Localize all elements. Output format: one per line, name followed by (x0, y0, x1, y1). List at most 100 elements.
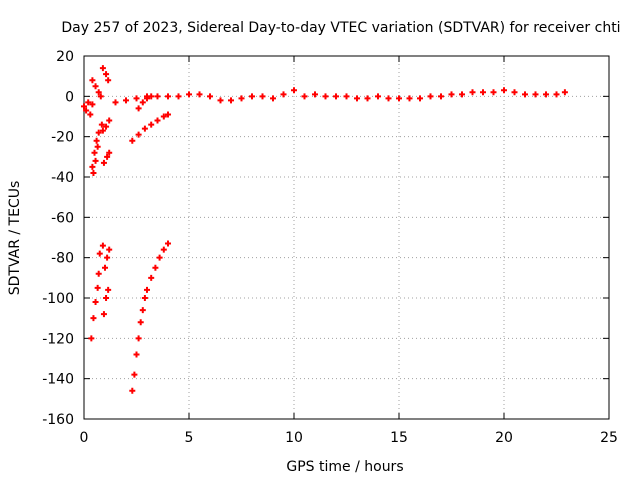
data-point (104, 153, 111, 160)
data-point (165, 240, 171, 247)
y-tick-label: -40 (51, 170, 74, 186)
data-point (186, 91, 192, 98)
y-axis-label: SDTVAR / TECUs (7, 181, 23, 296)
x-tick-label: 15 (390, 430, 408, 446)
y-tick-label: -120 (42, 331, 74, 347)
data-point (99, 242, 106, 249)
data-point (94, 284, 101, 291)
data-point (87, 111, 94, 118)
data-point (95, 89, 102, 96)
data-point (511, 89, 518, 96)
data-point (95, 129, 102, 136)
data-point (93, 137, 100, 144)
data-point (92, 299, 99, 306)
data-point (133, 351, 140, 358)
data-point (543, 91, 549, 98)
data-point (249, 93, 255, 100)
data-point (103, 295, 110, 301)
data-point (89, 163, 96, 170)
data-point (103, 71, 110, 78)
data-point (144, 286, 150, 293)
data-point (106, 246, 113, 253)
x-tick-label: 10 (285, 430, 303, 446)
data-point (85, 99, 92, 106)
data-point (139, 99, 146, 106)
data-point (154, 117, 161, 124)
data-point (141, 125, 148, 132)
data-point (469, 89, 476, 96)
data-point (448, 91, 455, 98)
data-point (89, 101, 96, 108)
data-point (160, 246, 167, 253)
x-axis-label: GPS time / hours (286, 459, 403, 475)
data-point (90, 169, 97, 176)
data-point (81, 103, 87, 110)
data-point (100, 159, 107, 166)
data-point (165, 111, 171, 118)
data-point (102, 264, 108, 271)
data-point (165, 93, 171, 100)
data-point (104, 254, 111, 261)
data-point (553, 91, 560, 98)
data-point (152, 264, 159, 271)
data-point (322, 93, 329, 100)
y-tick-label: -140 (42, 372, 74, 388)
data-point (139, 307, 146, 314)
data-point (106, 149, 113, 156)
y-tick-label: 20 (56, 49, 74, 65)
grid-lines (84, 56, 609, 419)
data-point (131, 371, 138, 378)
x-tick-label: 5 (185, 430, 194, 446)
data-point (532, 91, 539, 98)
data-point (501, 87, 507, 94)
data-point (129, 387, 136, 394)
data-point (148, 274, 155, 281)
data-point (103, 123, 110, 130)
y-tick-label: -20 (51, 130, 74, 146)
data-point (100, 311, 107, 318)
data-points (81, 65, 568, 394)
data-point (135, 335, 142, 342)
data-point (259, 93, 266, 100)
data-point (91, 149, 98, 156)
data-point (490, 89, 497, 96)
data-point (375, 93, 381, 100)
data-point (301, 93, 308, 100)
data-point (175, 93, 182, 100)
y-tick-label: -80 (51, 251, 74, 267)
data-point (156, 254, 163, 261)
data-point (90, 315, 97, 322)
data-point (144, 95, 150, 102)
data-point (396, 95, 402, 102)
x-tick-label: 20 (495, 430, 513, 446)
data-point (95, 270, 102, 277)
x-tick-labels: 0 5 10 15 20 25 (80, 430, 618, 446)
data-point (280, 91, 287, 98)
data-point (135, 131, 142, 138)
data-point (96, 250, 103, 257)
data-point (385, 95, 392, 102)
data-point (238, 95, 245, 102)
data-point (427, 93, 434, 100)
data-point (97, 93, 104, 100)
data-point (480, 89, 486, 96)
data-point (83, 107, 90, 114)
data-point (312, 91, 318, 98)
data-point (99, 65, 106, 72)
data-point (228, 97, 234, 104)
data-point (137, 319, 144, 326)
y-tick-label: 0 (65, 89, 74, 105)
y-tick-labels: 20 0 -20 -40 -60 -80 -100 -120 -140 -160 (42, 49, 74, 428)
y-tick-label: -100 (42, 291, 74, 307)
x-tick-label: 0 (80, 430, 89, 446)
data-point (123, 97, 129, 104)
data-point (148, 121, 155, 128)
data-point (112, 99, 119, 106)
data-point (561, 89, 568, 96)
chart-title: Day 257 of 2023, Sidereal Day-to-day VTE… (61, 20, 620, 36)
data-point (141, 295, 148, 301)
data-point (406, 95, 413, 102)
data-point (154, 93, 161, 100)
